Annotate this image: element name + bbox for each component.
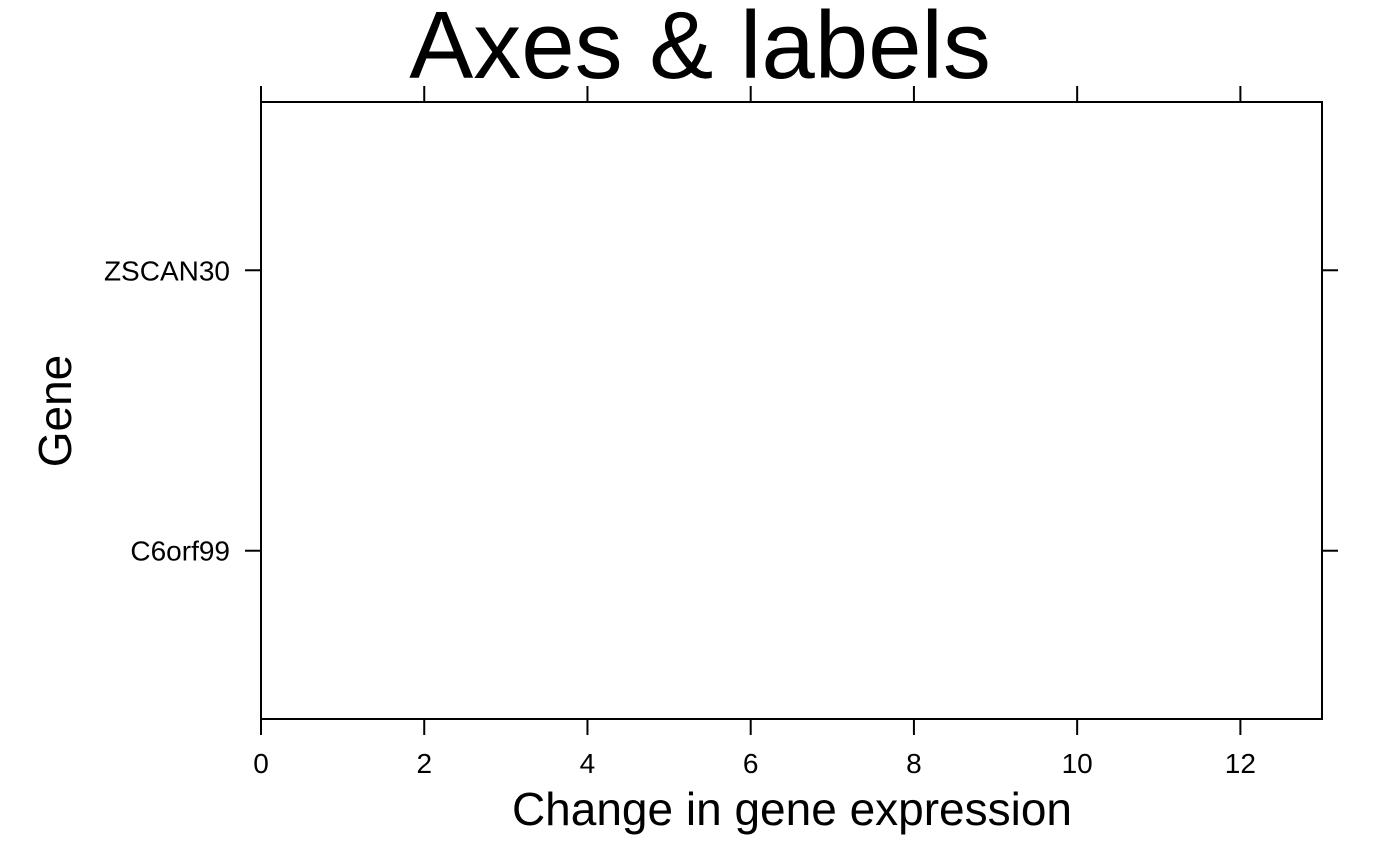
x-tick-label: 4 — [580, 748, 596, 779]
y-tick-label: ZSCAN30 — [104, 255, 230, 286]
x-tick-label: 12 — [1225, 748, 1256, 779]
x-tick-label: 0 — [253, 748, 269, 779]
y-tick-label: C6orf99 — [130, 536, 230, 567]
x-axis-bottom: 0 2 4 6 8 10 12 — [253, 719, 1256, 779]
x-axis-label: Change in gene expression — [512, 783, 1072, 835]
plot-frame — [260, 101, 1323, 720]
x-tick-label: 10 — [1062, 748, 1093, 779]
x-tick-label: 2 — [416, 748, 432, 779]
x-tick-label: 8 — [906, 748, 922, 779]
x-tick-label: 6 — [743, 748, 759, 779]
y-axis: C6orf99 ZSCAN30 — [104, 255, 1338, 567]
x-axis-top — [260, 86, 1242, 102]
y-axis-label: Gene — [29, 355, 81, 468]
chart-title: Axes & labels — [409, 0, 991, 99]
